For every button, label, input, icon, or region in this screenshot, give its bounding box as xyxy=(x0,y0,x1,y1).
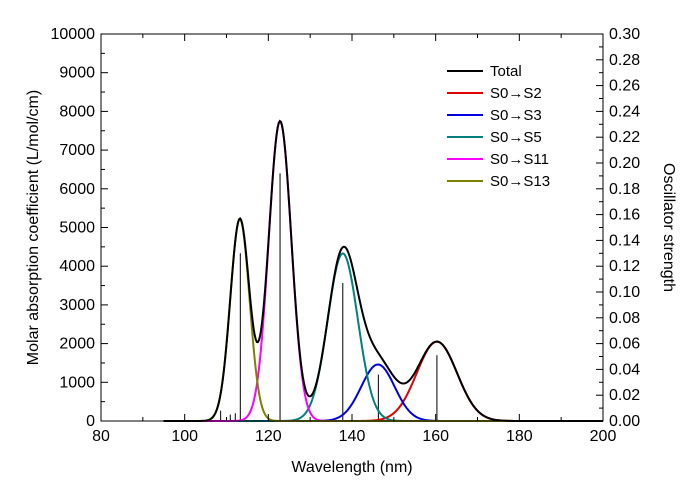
y-tick-label: 1000 xyxy=(59,374,95,391)
oscillator-sticks-group xyxy=(220,173,438,421)
legend-label: S0→S5 xyxy=(490,129,542,146)
legend-label: S0→S13 xyxy=(490,173,550,190)
legend-label: Total xyxy=(490,63,522,80)
legend-label: S0→S2 xyxy=(490,85,542,102)
y-tick-label: 6000 xyxy=(59,181,95,198)
legend-group: Total S0→S2 S0→S3 S0→S5 S0→S11 S0→S13 xyxy=(447,63,550,190)
y2-tick-label: 0.08 xyxy=(609,310,640,327)
y2-tick-label: 0.16 xyxy=(609,207,640,224)
x-tick-label: 140 xyxy=(339,428,366,445)
y-tick-label: 0 xyxy=(86,413,95,430)
y2-tick-label: 0.10 xyxy=(609,284,640,301)
y2-tick-label: 0.20 xyxy=(609,155,640,172)
y2-tick-label: 0.04 xyxy=(609,361,640,378)
y-tick-label: 2000 xyxy=(59,336,95,353)
x-tick-label: 120 xyxy=(255,428,282,445)
y2-tick-label: 0.06 xyxy=(609,336,640,353)
axes-group: 80 100 120 140 160 180 20001000200030004000500… xyxy=(51,26,641,445)
y-axis-title: Molar absorption coefficient (L/mol/cm) xyxy=(25,90,42,365)
y-tick-label: 8000 xyxy=(59,103,95,120)
y2-tick-label: 0.28 xyxy=(609,52,640,69)
y2-tick-label: 0.02 xyxy=(609,387,640,404)
y2-tick-label: 0.00 xyxy=(609,413,640,430)
y-tick-label: 5000 xyxy=(59,220,95,237)
y2-tick-label: 0.14 xyxy=(609,232,640,249)
x-tick-label: 160 xyxy=(422,428,449,445)
legend-label: S0→S11 xyxy=(490,151,549,168)
y2-axis-title: Oscillator strength xyxy=(660,163,677,292)
y2-tick-label: 0.18 xyxy=(609,181,640,198)
y2-tick-label: 0.30 xyxy=(609,26,640,43)
y-tick-label: 9000 xyxy=(59,65,95,82)
x-tick-label: 80 xyxy=(92,428,110,445)
y2-tick-label: 0.12 xyxy=(609,258,640,275)
y-tick-label: 4000 xyxy=(59,258,95,275)
legend-label: S0→S3 xyxy=(490,107,542,124)
x-tick-label: 180 xyxy=(506,428,533,445)
y-tick-label: 10000 xyxy=(51,26,96,43)
y-tick-label: 7000 xyxy=(59,142,95,159)
x-tick-label: 100 xyxy=(171,428,198,445)
y2-tick-label: 0.26 xyxy=(609,78,640,95)
x-axis-title: Wavelength (nm) xyxy=(291,459,412,476)
y2-tick-label: 0.24 xyxy=(609,103,640,120)
y2-tick-label: 0.22 xyxy=(609,129,640,146)
x-tick-label: 200 xyxy=(590,428,617,445)
y-tick-label: 3000 xyxy=(59,297,95,314)
